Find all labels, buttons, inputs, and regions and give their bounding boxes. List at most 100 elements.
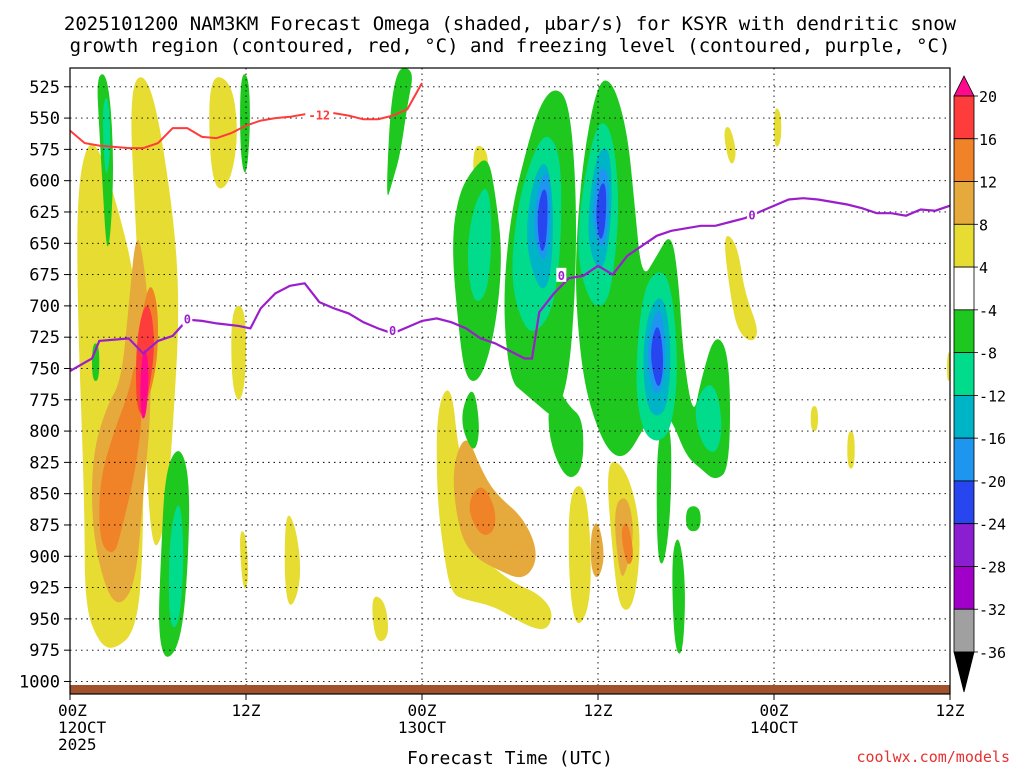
colorbar-swatch [953, 437, 975, 482]
colorbar-label: -24 [979, 516, 1006, 534]
colorbar-label: 12 [979, 174, 997, 192]
omega-region [568, 486, 591, 624]
colorbar-top-triangle [953, 75, 975, 97]
colorbar-label: -28 [979, 558, 1006, 576]
colorbar-swatch [953, 309, 975, 354]
omega-region [168, 505, 184, 628]
colorbar-label: 20 [979, 88, 997, 106]
y-tick-label: 900 [29, 547, 60, 567]
freezing-level-label: 0 [558, 269, 565, 283]
colorbar-label: 16 [979, 131, 997, 149]
x-tick-label: 12Z [936, 701, 965, 720]
contour-lines: 0 0 0 0 -12 [70, 82, 950, 372]
y-tick-label: 950 [29, 610, 60, 630]
omega-shading [77, 68, 950, 657]
ground-surface [70, 685, 950, 694]
contour-label-bg [387, 322, 398, 337]
freezing-level-label: 0 [748, 209, 755, 223]
x-tick-label: 13OCT [398, 718, 447, 737]
y-tick-label: 750 [29, 359, 60, 379]
omega-region [724, 126, 736, 164]
y-tick-label: 625 [29, 203, 60, 223]
omega-region [467, 189, 492, 301]
omega-region [548, 388, 584, 477]
grid-lines [69, 68, 951, 694]
omega-region [537, 189, 548, 252]
omega-region [102, 98, 111, 174]
colorbar-swatch [953, 394, 975, 439]
freezing-level-label: 0 [184, 313, 191, 327]
y-tick-label: 875 [29, 516, 60, 536]
y-tick-label: 800 [29, 422, 60, 442]
colorbar: 20 16 12 8 4 -4 -8 -12 -16 -20 -24 -28 -32 -36 [953, 75, 1006, 693]
omega-region [725, 235, 757, 341]
freezing-level-label: 0 [389, 324, 396, 338]
x-tick-label: 12Z [584, 701, 613, 720]
omega-region [372, 596, 389, 642]
y-tick-label: 675 [29, 266, 60, 286]
colorbar-label: -8 [979, 345, 997, 363]
colorbar-swatch [953, 95, 975, 140]
dgz-contour-label: -12 [308, 109, 330, 123]
y-tick-label: 825 [29, 453, 60, 473]
colorbar-label: -12 [979, 387, 1006, 405]
colorbar-swatch [953, 352, 975, 396]
colorbar-bottom-triangle [953, 651, 975, 693]
y-tick-label: 525 [29, 78, 60, 98]
omega-region [231, 305, 246, 400]
omega-region [209, 77, 237, 189]
y-tick-label: 775 [29, 391, 60, 411]
omega-region [387, 68, 412, 196]
colorbar-label: 8 [979, 216, 988, 234]
omega-region [436, 390, 552, 630]
omega-region [947, 352, 950, 381]
watermark-text: coolwx.com/models [856, 748, 1010, 766]
colorbar-label: -16 [979, 430, 1006, 448]
y-tick-label: 550 [29, 109, 60, 129]
x-tick-label: 12OCT [58, 718, 107, 737]
colorbar-swatch [953, 181, 975, 225]
omega-region [774, 108, 782, 147]
y-tick-label: 1000 [19, 672, 60, 692]
omega-region [672, 539, 685, 654]
colorbar-swatch [953, 523, 975, 567]
y-tick-label: 650 [29, 234, 60, 254]
y-axis: 525 550 575 600 625 650 675 700 725 750 775 800 825 8… [19, 78, 70, 692]
omega-region [847, 431, 855, 469]
colorbar-label: 4 [979, 259, 988, 277]
contour-label-bg [182, 311, 193, 326]
omega-region [140, 349, 149, 419]
contour-label-bg [556, 267, 567, 282]
omega-region [469, 487, 496, 535]
omega-region [621, 523, 633, 565]
y-tick-label: 600 [29, 172, 60, 192]
omega-region [651, 327, 664, 386]
colorbar-label: -20 [979, 473, 1006, 491]
freezing-level-contour [70, 197, 950, 372]
colorbar-label: -4 [979, 302, 997, 320]
colorbar-swatch [953, 480, 975, 525]
omega-region [686, 506, 701, 532]
x-tick-label: 14OCT [750, 718, 799, 737]
contour-label-bg [305, 107, 334, 122]
omega-region [810, 406, 818, 432]
omega-region [284, 515, 301, 605]
x-tick-label: 00Z [408, 701, 437, 720]
omega-region [596, 183, 607, 239]
y-tick-label: 850 [29, 485, 60, 505]
colorbar-swatch [953, 138, 975, 182]
colorbar-swatch [953, 566, 975, 610]
colorbar-swatch [953, 608, 975, 653]
chart-title-line2: growth region (contoured, red, °C) and f… [70, 35, 951, 57]
omega-region [99, 366, 142, 553]
omega-region [240, 74, 250, 173]
y-tick-label: 725 [29, 328, 60, 348]
x-tick-label: 2025 [58, 735, 97, 754]
contour-label-bg [747, 207, 757, 222]
colorbar-label: -36 [979, 644, 1006, 662]
y-tick-label: 575 [29, 140, 60, 160]
x-axis-label: Forecast Time (UTC) [407, 748, 613, 768]
x-tick-label: 00Z [760, 701, 789, 720]
